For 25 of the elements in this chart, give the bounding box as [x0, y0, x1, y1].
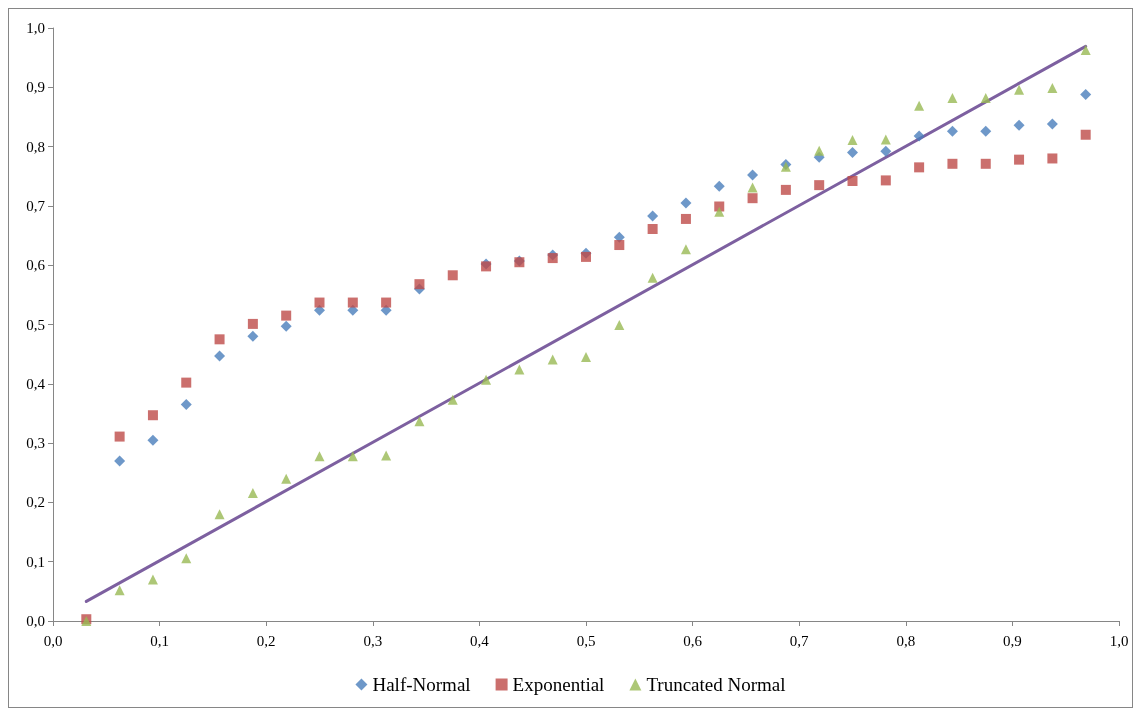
y-tick-label: 0,0	[26, 613, 45, 629]
legend-label: Half-Normal	[372, 674, 471, 695]
y-tick-label: 0,4	[26, 375, 46, 392]
x-tick-label: 0,7	[789, 632, 810, 649]
x-tick-label: 1,0	[1109, 632, 1129, 649]
y-tick-label: 0,6	[26, 257, 46, 274]
y-tick-label: 0,8	[26, 138, 45, 155]
x-tick-label: 0,6	[683, 632, 703, 649]
x-tick-label: 0,0	[43, 632, 63, 649]
x-tick-label: 0,3	[363, 632, 383, 649]
y-tick-label: 0,1	[26, 553, 45, 570]
x-tick-label: 0,1	[150, 632, 169, 649]
y-tick-label: 0,9	[26, 79, 45, 96]
y-tick-label: 0,7	[26, 197, 46, 214]
legend-label: Truncated Normal	[646, 674, 786, 695]
x-tick-label: 0,2	[256, 632, 276, 649]
y-tick-label: 0,5	[26, 316, 45, 333]
y-tick-label: 1,0	[26, 20, 45, 36]
x-tick-label: 0,9	[1003, 632, 1022, 649]
y-tick-label: 0,2	[26, 494, 45, 511]
x-tick-label: 0,8	[896, 632, 916, 649]
legend-label: Exponential	[512, 674, 605, 695]
x-tick-label: 0,5	[576, 632, 596, 649]
x-tick-label: 0,4	[470, 632, 490, 649]
y-tick-label: 0,3	[26, 435, 45, 452]
